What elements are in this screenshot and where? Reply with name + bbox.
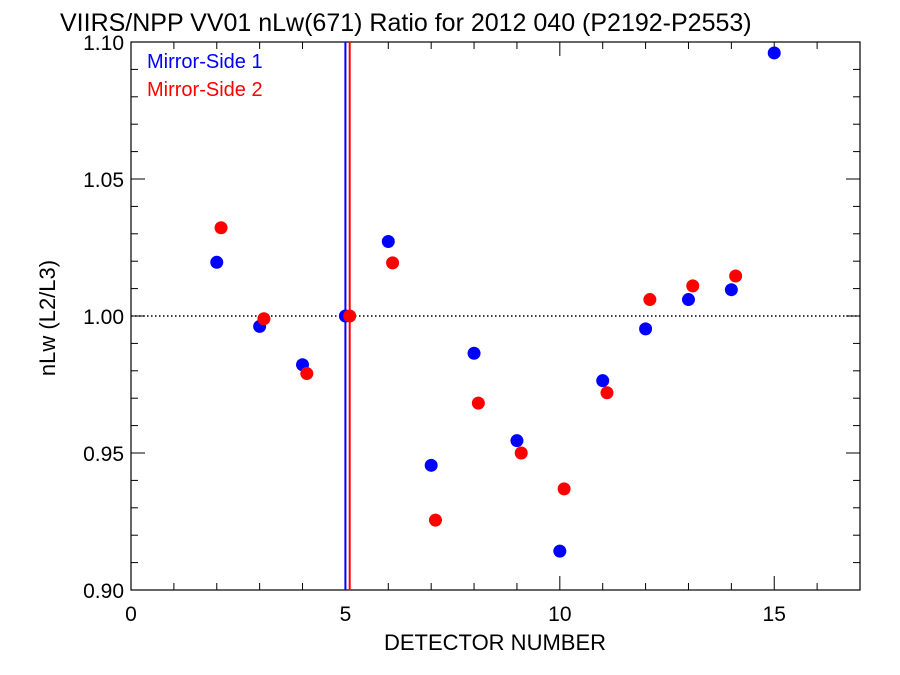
data-point-series-1 bbox=[467, 346, 481, 360]
data-point-series-2 bbox=[386, 256, 400, 270]
y-tick-label: 1.05 bbox=[83, 169, 124, 192]
data-point-series-2 bbox=[471, 396, 485, 410]
data-point-series-2 bbox=[514, 446, 528, 460]
data-point-series-2 bbox=[300, 367, 314, 381]
data-point-series-1 bbox=[596, 374, 610, 388]
data-point-series-1 bbox=[724, 283, 738, 297]
data-point-series-1 bbox=[681, 293, 695, 307]
data-point-series-2 bbox=[428, 513, 442, 527]
data-point-series-1 bbox=[424, 458, 438, 472]
legend-entry-mirror-side-1: Mirror-Side 1 bbox=[147, 51, 263, 73]
data-point-series-1 bbox=[210, 255, 224, 269]
data-point-series-2 bbox=[729, 269, 743, 283]
data-point-series-2 bbox=[343, 309, 357, 323]
data-point-series-1 bbox=[510, 434, 524, 448]
data-point-series-1 bbox=[639, 322, 653, 336]
data-point-series-2 bbox=[600, 386, 614, 400]
legend: Mirror-Side 1 Mirror-Side 2 bbox=[147, 51, 263, 101]
y-tick-label: 0.90 bbox=[83, 580, 124, 603]
chart-title: VIIRS/NPP VV01 nLw(671) Ratio for 2012 0… bbox=[60, 9, 752, 37]
data-point-series-2 bbox=[557, 482, 571, 496]
x-tick-label: 15 bbox=[763, 603, 786, 626]
x-tick-label: 10 bbox=[548, 603, 571, 626]
data-point-series-2 bbox=[214, 221, 228, 235]
y-tick-label: 0.95 bbox=[83, 443, 124, 466]
data-point-series-1 bbox=[553, 544, 567, 558]
x-axis-label: DETECTOR NUMBER bbox=[384, 630, 606, 655]
plot-area: 0 5 10 15 0.90 0.95 1.00 1.05 1.10 bbox=[83, 32, 861, 626]
data-point-series-1 bbox=[381, 234, 395, 248]
data-point-series-2 bbox=[686, 279, 700, 293]
y-axis-label: nLw (L2/L3) bbox=[35, 260, 60, 376]
y-tick-label: 1.10 bbox=[83, 32, 124, 55]
x-tick-label: 0 bbox=[125, 603, 137, 626]
x-tick-label: 5 bbox=[340, 603, 352, 626]
data-point-series-1 bbox=[767, 46, 781, 60]
y-tick-label: 1.00 bbox=[83, 306, 124, 329]
data-point-series-2 bbox=[643, 293, 657, 307]
legend-entry-mirror-side-2: Mirror-Side 2 bbox=[147, 79, 263, 101]
data-point-series-2 bbox=[257, 312, 271, 326]
